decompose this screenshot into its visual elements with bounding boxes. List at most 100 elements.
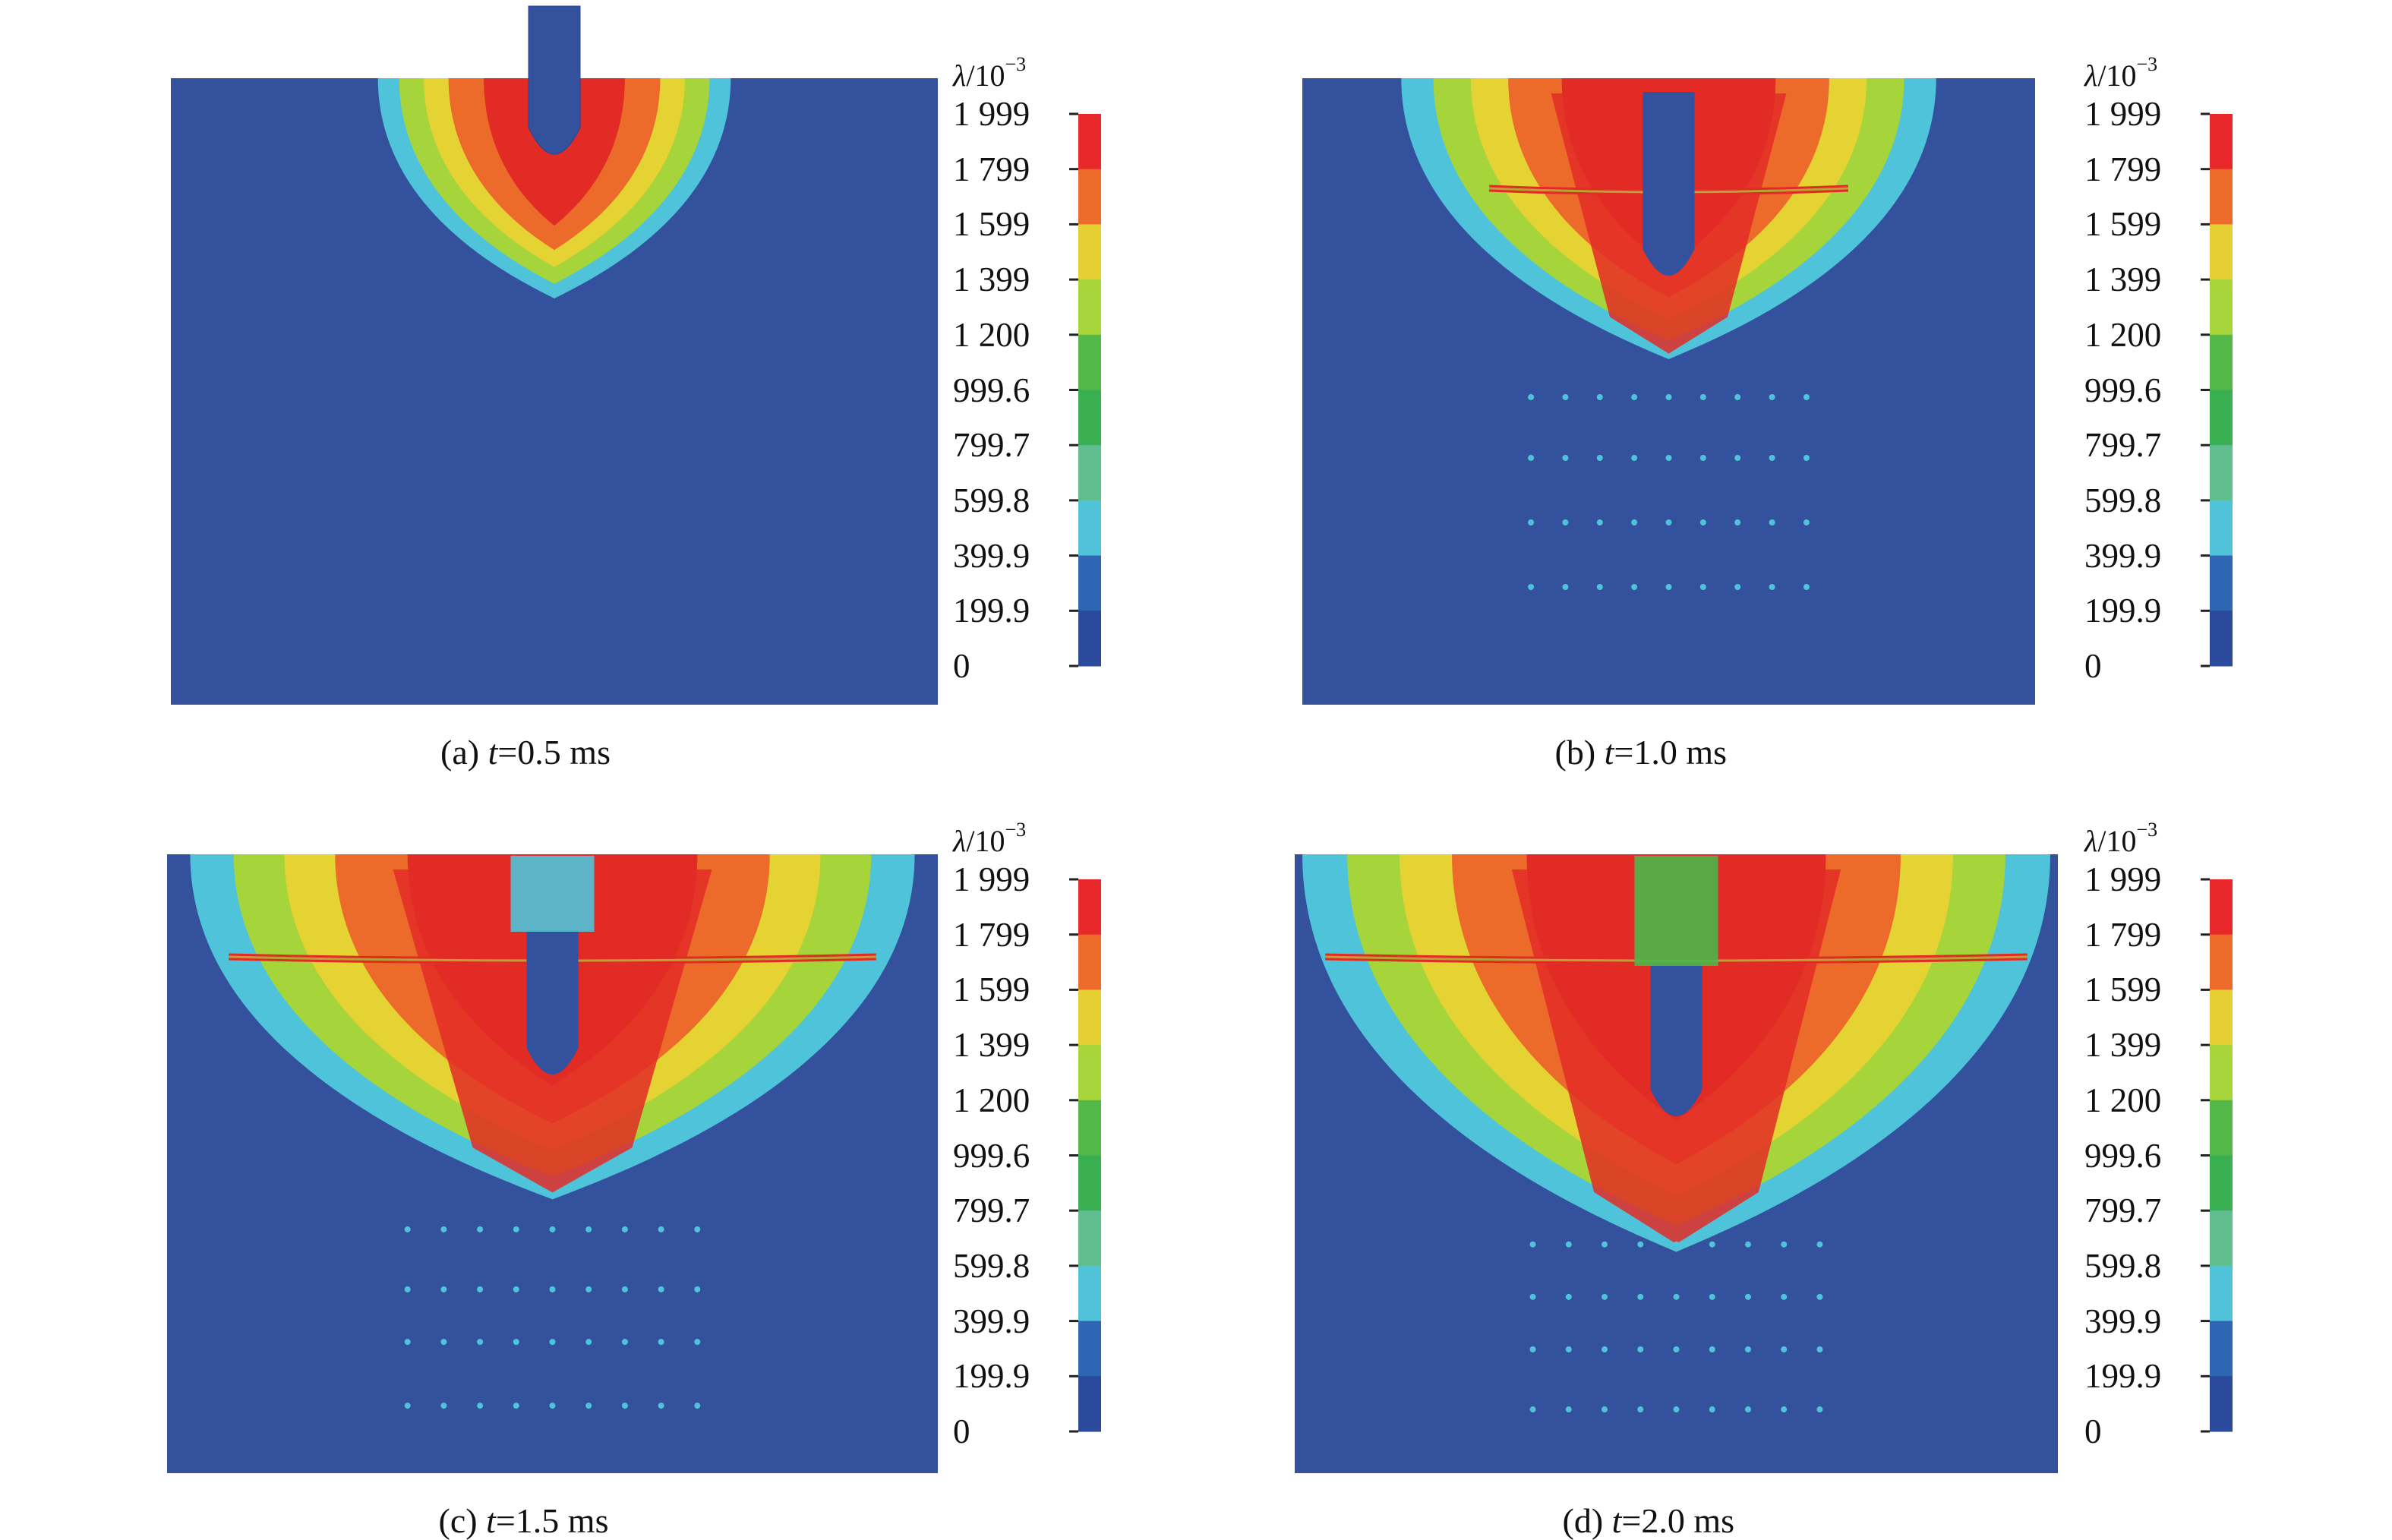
caption-variable: t (1604, 733, 1614, 772)
caption-label: (c) (438, 1501, 487, 1540)
strain-spot (1699, 584, 1706, 590)
colorbar-tick-label: 999.6 (953, 371, 1030, 409)
colorbar-segment (1078, 989, 1101, 1046)
strain-spot (477, 1226, 484, 1232)
colorbar-tick-label: 1 200 (953, 1081, 1030, 1119)
unit-exponent: −3 (2136, 819, 2158, 841)
colorbar-tick-label: 799.7 (953, 426, 1030, 465)
colorbar-tick-label: 399.9 (953, 536, 1030, 575)
strain-spot (1699, 455, 1706, 461)
colorbar-tick-label: 1 999 (2084, 860, 2162, 898)
colorbar-segment (1078, 1100, 1101, 1156)
strain-spot (1596, 584, 1603, 590)
colorbar (2201, 878, 2233, 1433)
crater-debris (1634, 856, 1718, 966)
colorbar-segment (1078, 114, 1101, 170)
strain-spot (658, 1339, 664, 1346)
strain-spot (1734, 455, 1741, 461)
strain-spot (549, 1339, 556, 1346)
strain-spot (1803, 455, 1810, 461)
panel-b: 1 999 1 799 1 599 1 399 1 200 999.6 799.7 599.8… (1131, 0, 2255, 770)
colorbar-segment (2210, 555, 2233, 611)
colorbar-segment (1078, 1155, 1101, 1211)
panel-d: 1 999 1 799 1 599 1 399 1 200 999.6 799.7 599.8… (1131, 765, 2255, 1538)
colorbar-segment (2210, 934, 2233, 990)
strain-spot (1709, 1346, 1715, 1352)
strain-field (167, 854, 938, 1473)
caption-value: =0.5 ms (497, 733, 611, 772)
strain-spot (1803, 519, 1810, 525)
colorbar-tick-label: 399.9 (2084, 536, 2162, 575)
penetrator (1643, 92, 1695, 276)
colorbar-segment (2210, 611, 2233, 667)
strain-spot (1734, 519, 1741, 525)
colorbar-tick-label: 1 999 (2084, 95, 2162, 133)
strain-spot (440, 1339, 447, 1346)
strain-spot (1602, 1406, 1608, 1413)
colorbar-tick-label: 1 599 (953, 205, 1030, 244)
colorbar-tick-label: 999.6 (953, 1136, 1030, 1175)
colorbar-segment (2210, 989, 2233, 1046)
strain-spot (1529, 1241, 1536, 1248)
strain-spot (1769, 394, 1775, 400)
colorbar-tick-label: 0 (2084, 1412, 2102, 1450)
strain-field (1302, 78, 2035, 705)
colorbar-tick-label: 1 799 (2084, 150, 2162, 188)
colorbar-segment (2210, 334, 2233, 390)
strain-spot (1803, 394, 1810, 400)
colorbar-segment (1078, 500, 1101, 557)
strain-spot (549, 1226, 556, 1232)
caption-value: =1.5 ms (495, 1501, 609, 1540)
colorbar-segment (2210, 279, 2233, 336)
strain-spot (1565, 1406, 1572, 1413)
strain-spot (1596, 455, 1603, 461)
colorbar-segment (1078, 1265, 1101, 1322)
strain-spot (1709, 1241, 1715, 1248)
colorbar (2201, 112, 2233, 667)
strain-spot (1596, 519, 1603, 525)
strain-spot (1565, 1346, 1572, 1352)
colorbar-tick-label: 799.7 (2084, 426, 2162, 465)
colorbar-tick-label: 1 599 (2084, 970, 2162, 1009)
strain-spot (1602, 1293, 1608, 1300)
penetrator (1650, 964, 1702, 1116)
colorbar-tick-label: 0 (953, 647, 970, 685)
caption-label: (a) (440, 733, 488, 772)
strain-spot (1734, 584, 1741, 590)
strain-field (1295, 854, 2058, 1473)
strain-spot (1631, 519, 1638, 525)
colorbar-segment (1078, 390, 1101, 446)
penetrator (528, 5, 581, 155)
strain-spot (440, 1286, 447, 1292)
contour-plot (1295, 854, 2233, 1473)
strain-spot (1744, 1293, 1751, 1300)
colorbar-segment (2210, 390, 2233, 446)
colorbar-tick-label: 399.9 (953, 1302, 1030, 1340)
strain-spot (1699, 394, 1706, 400)
strain-spot (1781, 1406, 1788, 1413)
colorbar-segment (2210, 500, 2233, 557)
strain-spot (1781, 1346, 1788, 1352)
strain-spot (1665, 394, 1672, 400)
strain-spot (1665, 519, 1672, 525)
colorbar-segment (2210, 1155, 2233, 1211)
colorbar-segment (2210, 224, 2233, 280)
strain-spot (513, 1339, 519, 1346)
colorbar-segment (2210, 1376, 2233, 1432)
colorbar-tick-label: 599.8 (953, 481, 1030, 519)
colorbar-tick-label: 1 799 (2084, 915, 2162, 954)
unit-base: /10 (2097, 58, 2137, 93)
colorbar-segment (1078, 934, 1101, 990)
colorbar-segment (1078, 1210, 1101, 1267)
strain-spot (585, 1403, 592, 1409)
strain-spot (1816, 1241, 1823, 1248)
caption-variable: t (486, 1501, 496, 1540)
strain-spot (1562, 455, 1569, 461)
colorbar-tick-label: 1 599 (2084, 205, 2162, 244)
caption-value: =1.0 ms (1614, 733, 1728, 772)
strain-spot (1528, 455, 1535, 461)
colorbar-segment (1078, 611, 1101, 667)
colorbar-tick-label: 1 200 (2084, 315, 2162, 354)
strain-spot (404, 1226, 411, 1232)
colorbar-tick-label: 1 200 (953, 315, 1030, 354)
